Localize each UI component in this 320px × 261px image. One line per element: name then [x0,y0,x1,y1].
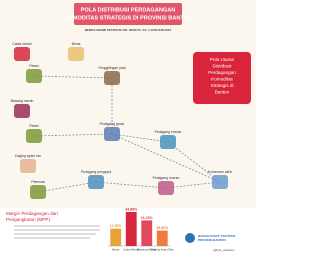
flow-arrow [111,133,169,143]
node-label: Peternak [31,180,45,184]
infographic: POLA DISTRIBUSI PERDAGANGAN KOMODITAS ST… [0,0,256,256]
value-label: 17.85% [110,224,123,228]
node-icon [26,69,42,83]
node-label: Pedagang pengepul [81,170,112,174]
value-label: 26.25% [141,216,154,220]
node-label: Petani [29,64,39,68]
title-banner [74,3,182,25]
flow-arrow [167,141,221,183]
callout-text: Distribusi [213,64,232,69]
callout-text: Pola Utama [210,57,234,62]
node-icon [104,71,120,85]
flow-arrow [33,133,113,137]
node-label: Bawang merah [11,99,34,103]
value-label: 34.88% [125,207,138,211]
callout-box [193,52,251,104]
node-icon [212,175,228,189]
title: POLA DISTRIBUSI PERDAGANGAN [81,7,176,13]
node-icon [26,129,42,143]
org-name: BADAN PUSAT STATISTIK [198,234,236,238]
node-icon [20,159,36,173]
title: KOMODITAS STRATEGIS DI PROVINSI BANTEN [64,15,191,21]
value-label: 15.82% [156,226,169,230]
category-label: Cabai Merah [123,248,139,252]
subtitle: BERITA RESMI STATISTIK NO. 05/01/Th. XV,… [85,28,172,32]
category-label: Bawang Merah [137,248,156,252]
bar [141,220,153,246]
social-handle: @bps_statistics [213,248,235,252]
bar [125,212,137,246]
node-icon [104,127,120,141]
node-icon [68,47,84,61]
callout-text: Banten [215,90,230,95]
node-label: Pedagang eceran [155,130,182,134]
node-label: Daging ayam ras [15,154,41,158]
flow-arrow [33,75,113,79]
flow-arrow [111,133,221,183]
node-icon [88,175,104,189]
node-icon [160,135,176,149]
bar [110,228,122,246]
node-icon [14,104,30,118]
callout-text: Komoditas [211,77,233,82]
node-label: Petani [29,124,39,128]
node-label: Pedagang grosir [100,122,126,126]
node-icon [30,185,46,199]
node-icon [158,181,174,195]
flow-arrow [37,181,97,193]
node-icon [14,47,30,61]
node-label: Beras [72,42,81,46]
mpp-title: Margin Perdagangan dan [6,211,58,216]
callout-text: Strategis di [211,83,234,88]
org-name: PROVINSI BANTEN [198,238,226,242]
category-label: Beras [112,248,120,252]
node-label: Konsumen akhir [208,170,233,174]
callout-text: Perdagangan [208,70,236,75]
node-label: Cabai merah [12,42,32,46]
node-label: Penggilingan padi [99,66,126,70]
node-label: Pedagang eceran [153,176,180,180]
mpp-title: Pengangkutan (MPP) [6,217,50,222]
logo [185,233,195,243]
bar [156,230,168,246]
category-label: Daging Ayam Ras [151,248,174,252]
flow-arrow [95,181,167,189]
